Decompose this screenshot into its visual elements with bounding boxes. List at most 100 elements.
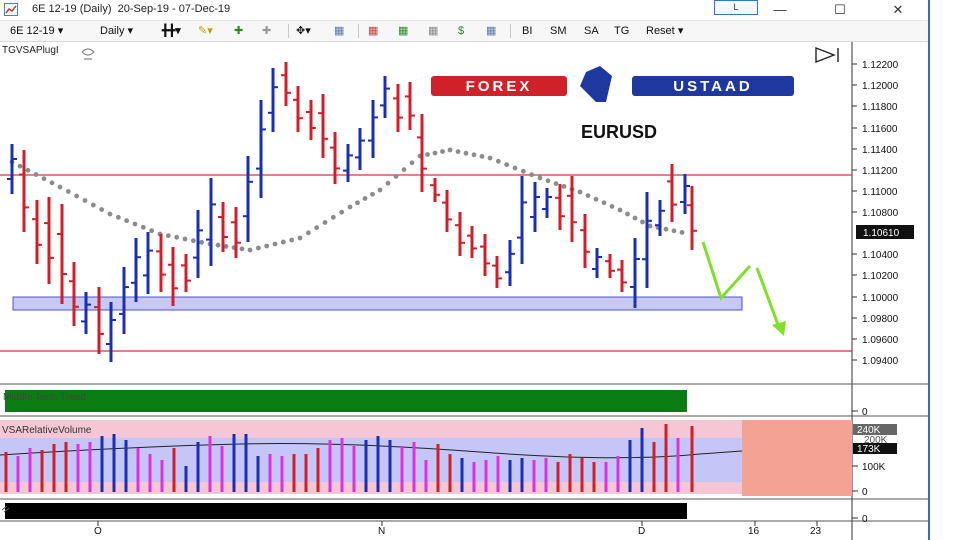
interval-selector[interactable]: Daily ▾	[100, 24, 133, 38]
price-bar[interactable]	[281, 62, 291, 106]
price-bar[interactable]	[193, 210, 203, 278]
price-bar[interactable]	[393, 84, 403, 132]
price-bar[interactable]	[567, 176, 577, 242]
title-bar: 6E 12-19 (Daily) 20-Sep-19 - 07-Dec-19 L…	[0, 0, 928, 21]
price-bar[interactable]	[156, 234, 166, 292]
price-bar[interactable]	[667, 164, 677, 222]
price-bar[interactable]	[19, 150, 29, 232]
price-bar[interactable]	[143, 232, 153, 294]
toolbar-button-bi[interactable]: BI	[522, 25, 533, 37]
price-bar[interactable]	[580, 214, 590, 268]
price-bar[interactable]	[81, 292, 91, 334]
price-bar[interactable]	[467, 226, 477, 258]
price-bar[interactable]	[318, 94, 328, 158]
ma-dot	[57, 184, 63, 190]
price-axis-label: 1.10200	[862, 271, 899, 282]
price-bar[interactable]	[630, 238, 640, 308]
price-bar[interactable]	[680, 174, 690, 214]
price-bar[interactable]	[57, 204, 67, 304]
ma-dot	[585, 193, 591, 199]
price-bar[interactable]	[442, 190, 452, 232]
ma-dot	[314, 225, 320, 231]
price-bar[interactable]	[430, 178, 440, 202]
price-bar[interactable]	[617, 260, 627, 292]
price-bar[interactable]	[405, 82, 415, 130]
price-bar[interactable]	[181, 254, 191, 292]
price-bar[interactable]	[455, 212, 465, 256]
template-icon[interactable]: ▦	[486, 25, 497, 37]
properties-icon[interactable]: ▦	[428, 25, 439, 37]
price-axis-label: 1.09800	[862, 314, 899, 325]
toolbar-button-sm[interactable]: SM	[550, 25, 567, 37]
price-bar[interactable]	[106, 302, 116, 362]
minimize-icon[interactable]: —	[773, 2, 787, 17]
price-bar[interactable]	[131, 238, 141, 302]
price-bar[interactable]	[530, 182, 540, 232]
crosshair-icon[interactable]: ✥▾	[296, 25, 311, 37]
dollar-icon[interactable]: $	[458, 25, 465, 37]
price-bar[interactable]	[7, 144, 17, 194]
price-bar[interactable]	[94, 287, 104, 354]
close-icon[interactable]: ✕	[892, 2, 904, 17]
price-bar[interactable]	[380, 76, 390, 118]
price-bar[interactable]	[355, 128, 365, 170]
toolbar-button-tg[interactable]: TG	[614, 25, 630, 37]
price-bar[interactable]	[517, 176, 527, 264]
price-axis-label: 1.12200	[862, 60, 899, 71]
price-bar[interactable]	[542, 188, 552, 218]
instrument-label: 6E 12-19	[10, 25, 55, 37]
remove-indicator-icon[interactable]: ✚	[262, 25, 272, 37]
price-bar[interactable]	[218, 202, 228, 252]
add-indicator-icon[interactable]: ✚	[234, 25, 244, 37]
price-bar[interactable]	[642, 192, 652, 288]
price-bar[interactable]	[256, 100, 266, 198]
price-bar[interactable]	[555, 184, 565, 230]
price-bar[interactable]	[231, 207, 241, 258]
price-axis-label: 1.09600	[862, 335, 899, 346]
price-bar[interactable]	[44, 197, 54, 284]
price-bar[interactable]	[268, 68, 278, 132]
panel-settings-icon[interactable]	[1, 505, 10, 513]
order-ticket-icon[interactable]: ▦	[368, 25, 379, 37]
instrument-selector[interactable]: 6E 12-19 ▾	[10, 24, 63, 38]
price-bar[interactable]	[687, 186, 697, 250]
price-bar[interactable]	[243, 156, 253, 242]
price-bar[interactable]	[293, 86, 303, 132]
price-bar[interactable]	[480, 234, 490, 276]
price-bar[interactable]	[306, 100, 316, 140]
price-bar[interactable]	[655, 200, 665, 236]
data-box-icon[interactable]: ▦	[334, 25, 345, 37]
price-axis-label: 1.11600	[862, 124, 898, 135]
layout-button[interactable]: L	[714, 0, 758, 15]
price-bar[interactable]	[206, 178, 216, 266]
price-bar[interactable]	[32, 200, 42, 264]
price-bar[interactable]	[69, 262, 79, 326]
grid-icon[interactable]: ▦	[398, 25, 409, 37]
price-axis-label: 1.11200	[862, 166, 898, 177]
reset-menu[interactable]: Reset ▾	[646, 24, 683, 38]
price-bar[interactable]	[605, 254, 615, 278]
ma-dot	[409, 160, 415, 166]
price-bar[interactable]	[119, 267, 129, 334]
price-bar[interactable]	[168, 247, 178, 306]
bar-type-icon[interactable]: ╋╋▾	[162, 25, 181, 37]
maximize-icon[interactable]: ☐	[834, 2, 846, 17]
chart-area[interactable]: TGVSAPlugI FOREX USTAAD EURUSD 1.122001.…	[0, 42, 928, 540]
price-bar[interactable]	[343, 144, 353, 182]
ma-dot	[289, 237, 295, 243]
ma-dot	[561, 184, 567, 189]
toolbar-button-sa[interactable]: SA	[584, 25, 599, 37]
volume-axis-tag-current	[853, 443, 897, 454]
price-axis-label: 1.10400	[862, 250, 899, 261]
support-zone[interactable]	[12, 296, 743, 311]
price-bar[interactable]	[417, 114, 427, 192]
price-bar[interactable]	[505, 240, 515, 286]
price-bar[interactable]	[492, 256, 502, 288]
price-bar[interactable]	[330, 132, 340, 184]
indicator-settings-icon[interactable]	[81, 48, 95, 60]
price-bar[interactable]	[368, 100, 378, 158]
play-forward-icon[interactable]	[815, 46, 839, 64]
price-bar[interactable]	[592, 248, 602, 278]
pencil-draw-icon[interactable]: ✎▾	[198, 25, 213, 37]
